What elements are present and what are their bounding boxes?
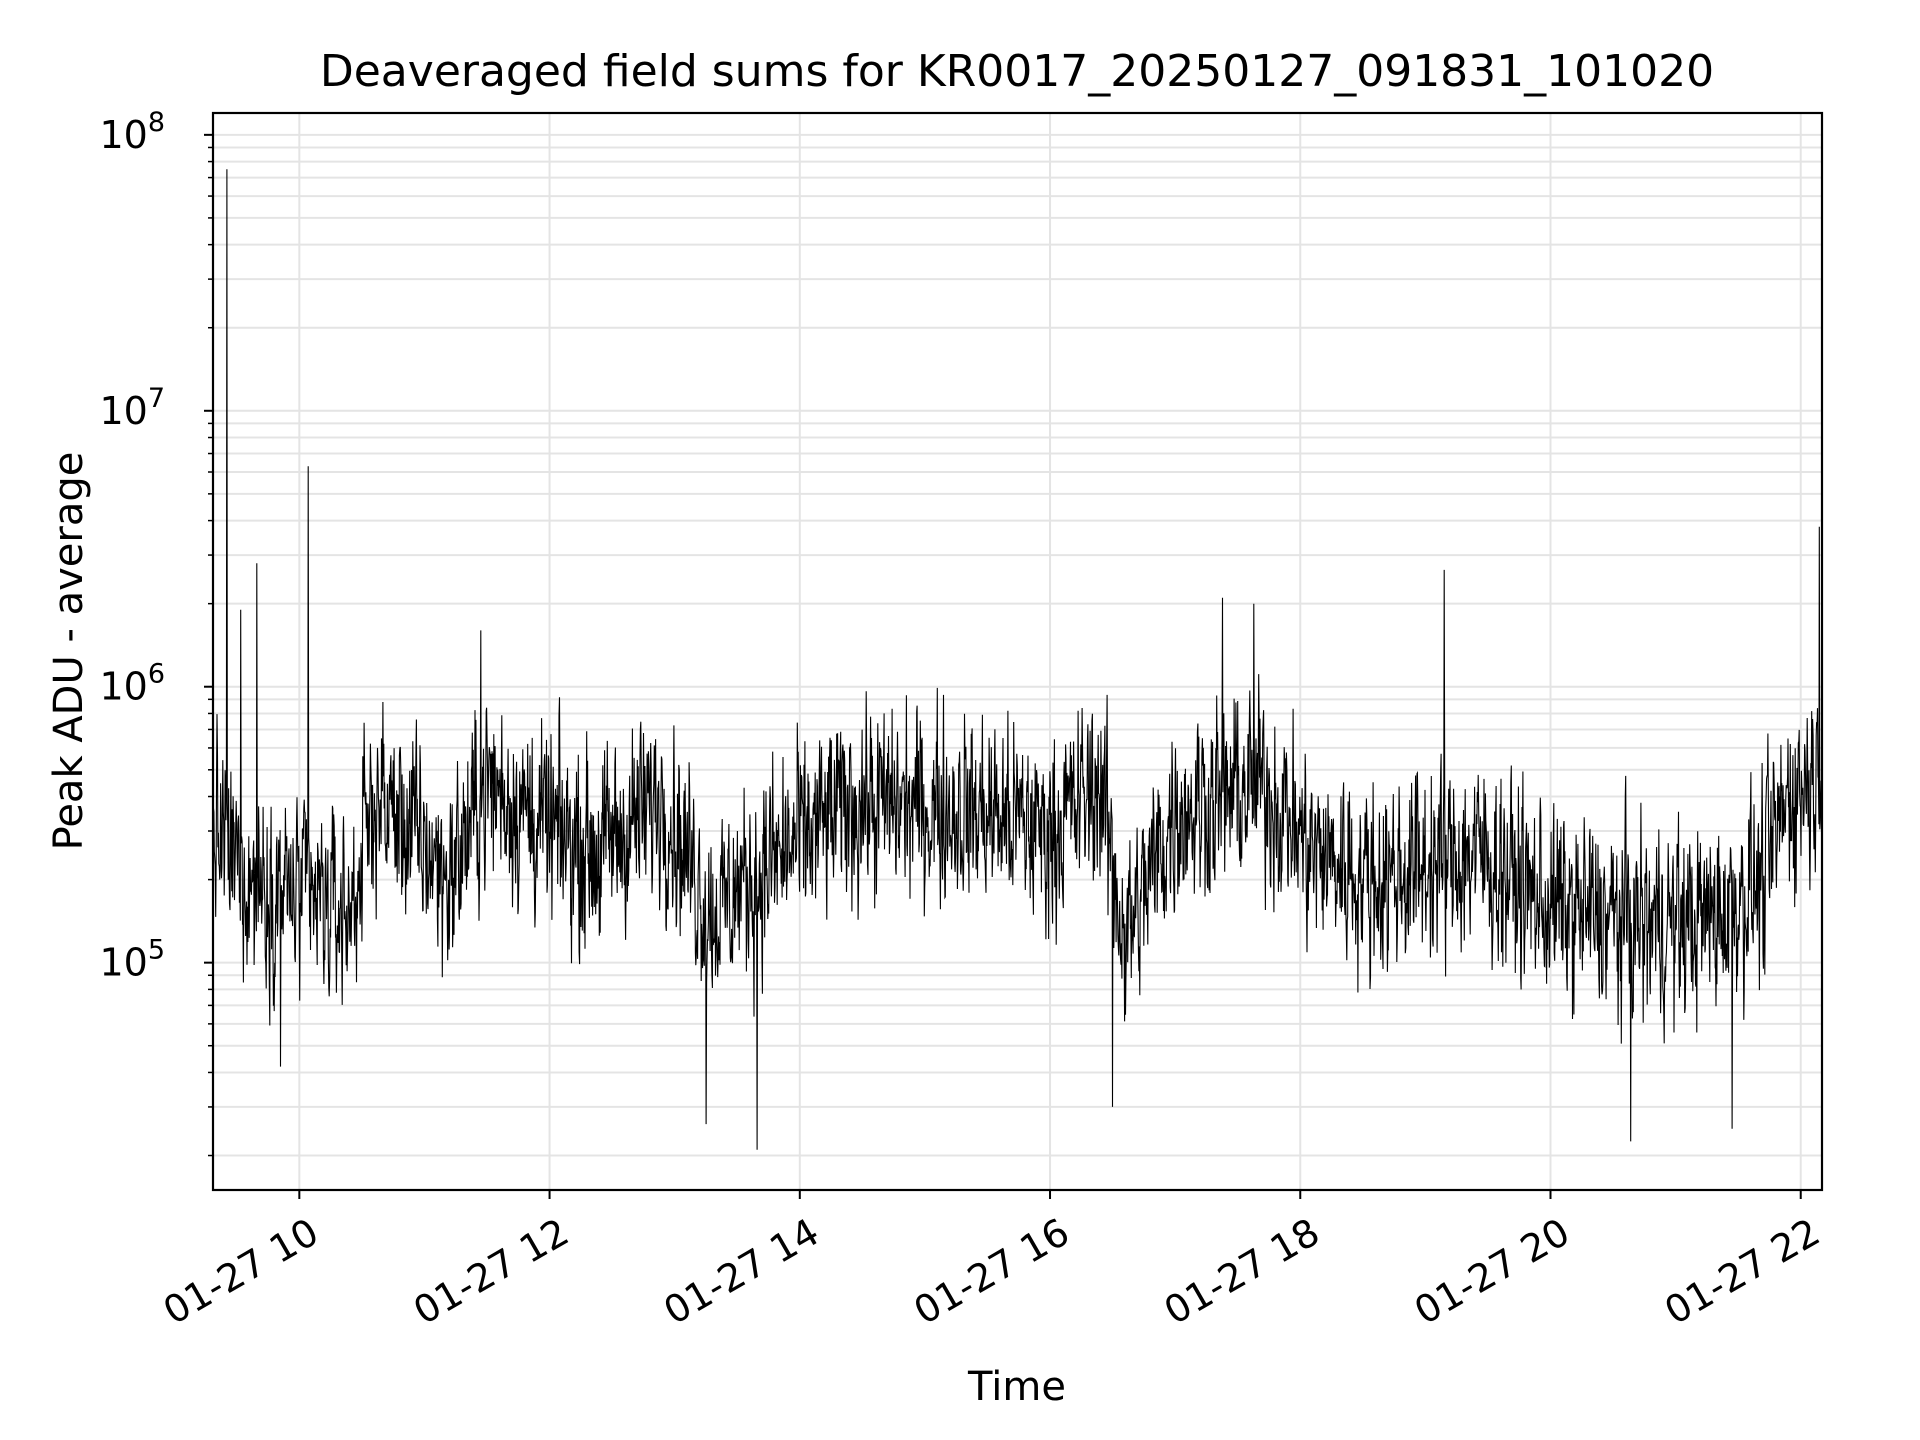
x-tick-label: 01-27 18 xyxy=(1157,1210,1327,1334)
series-line xyxy=(213,169,1822,1150)
y-tick-exponent: 7 xyxy=(148,383,165,414)
series xyxy=(213,169,1822,1150)
grid xyxy=(213,113,1822,1190)
y-tick-exponent: 8 xyxy=(148,107,165,138)
x-tick-label: 01-27 16 xyxy=(907,1210,1077,1334)
chart-title: Deaveraged field sums for KR0017_2025012… xyxy=(320,46,1714,97)
y-tick-exponent: 6 xyxy=(148,659,165,690)
x-tick-label: 01-27 10 xyxy=(156,1210,326,1334)
x-tick-label: 01-27 12 xyxy=(406,1210,576,1334)
y-tick-label: 105 xyxy=(99,935,165,985)
y-tick-exponent: 5 xyxy=(148,935,165,966)
plot-frame xyxy=(211,111,1824,1192)
x-tick-label: 01-27 22 xyxy=(1657,1210,1827,1334)
x-tick-label: 01-27 20 xyxy=(1407,1210,1577,1334)
y-axis-label: Peak ADU - average xyxy=(46,452,92,851)
y-tick-label: 106 xyxy=(99,659,165,709)
y-tick-label: 108 xyxy=(99,107,165,157)
x-tick-label: 01-27 14 xyxy=(656,1210,826,1334)
x-axis-label: Time xyxy=(967,1364,1066,1410)
y-tick-label: 107 xyxy=(99,383,165,433)
ticks: 105 106 107 108 01-27 10 01-27 12 01-27 14 01-2… xyxy=(99,107,1827,1333)
